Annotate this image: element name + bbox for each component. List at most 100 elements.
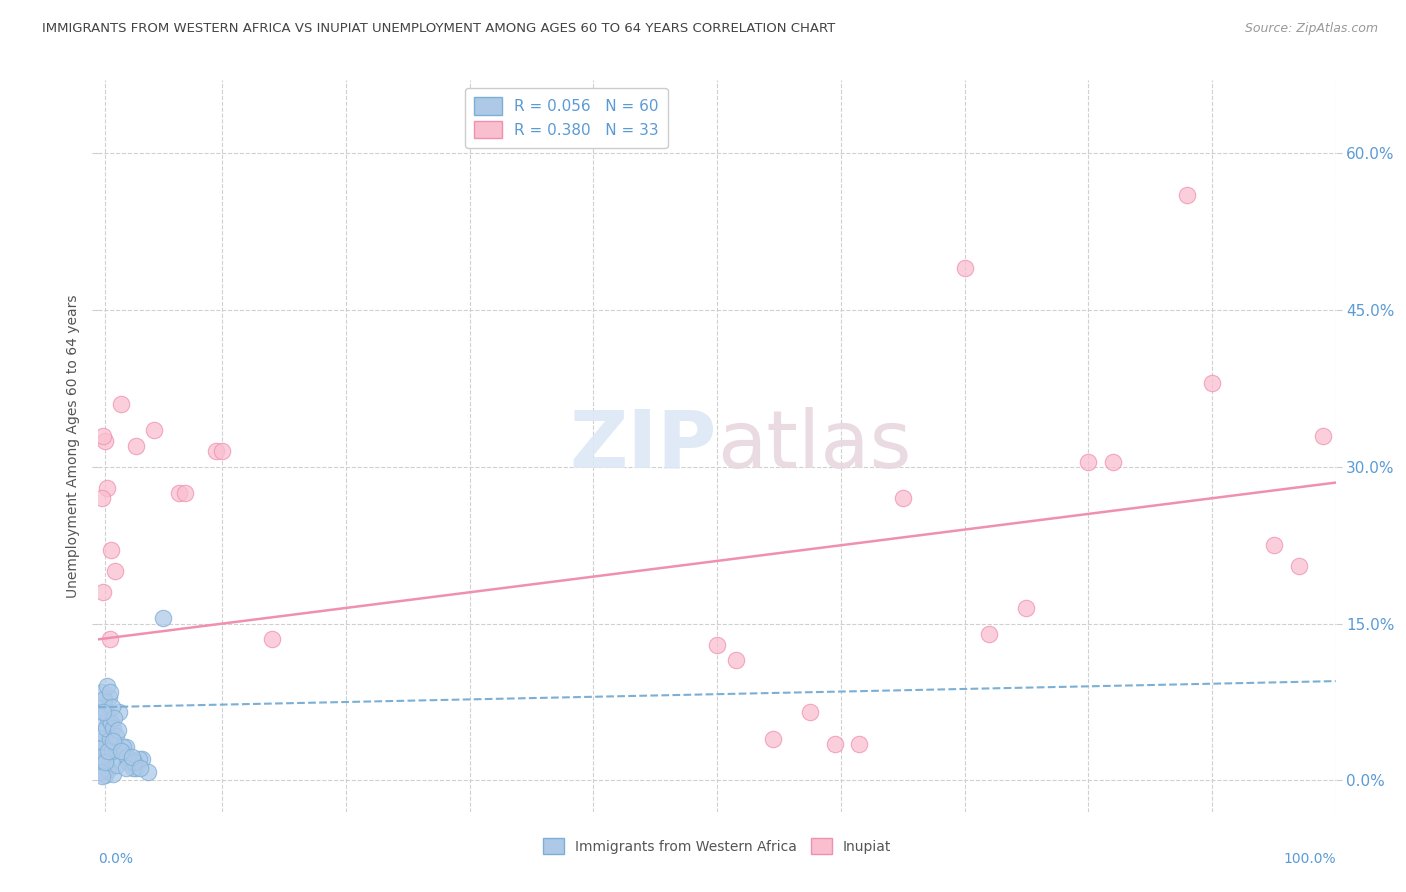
Point (105, 757, 128, 772)
Point (131, 752, 153, 766)
Point (260, 632, 283, 647)
Point (115, 750, 138, 764)
Point (128, 752, 150, 766)
Point (97, 744, 120, 758)
Point (1263, 538, 1285, 552)
Point (93, 585, 115, 599)
Point (112, 739, 135, 754)
Point (103, 767, 125, 781)
Point (706, 638, 728, 652)
Point (94, 744, 117, 758)
Point (110, 744, 132, 758)
Point (848, 737, 870, 751)
Point (96, 761, 118, 775)
Point (114, 761, 136, 775)
Text: IMMIGRANTS FROM WESTERN AFRICA VS INUPIAT UNEMPLOYMENT AMONG AGES 60 TO 64 YEARS: IMMIGRANTS FROM WESTERN AFRICA VS INUPIA… (42, 22, 835, 36)
Point (93, 695, 115, 709)
Text: 100.0%: 100.0% (1284, 852, 1336, 866)
Point (91, 763, 114, 777)
Point (97, 690, 120, 704)
Point (93, 434, 115, 448)
Point (762, 731, 785, 746)
Point (97, 763, 120, 777)
Point (1102, 455, 1125, 469)
Point (90, 684, 112, 698)
Point (90, 700, 112, 714)
Point (124, 439, 146, 453)
Point (129, 761, 152, 775)
Point (96, 481, 118, 495)
Text: 0.0%: 0.0% (98, 852, 134, 866)
Point (93, 691, 115, 706)
Point (100, 752, 122, 766)
Point (98, 731, 121, 746)
Point (1015, 601, 1038, 615)
Point (107, 723, 129, 738)
Point (89, 764, 111, 779)
Point (101, 744, 124, 758)
Point (1312, 428, 1334, 442)
Point (124, 755, 146, 769)
Point (90, 733, 112, 747)
Point (101, 700, 124, 714)
Point (93, 715, 115, 730)
Point (90, 750, 112, 764)
Text: atlas: atlas (717, 407, 911, 485)
Point (110, 397, 132, 411)
Point (824, 737, 846, 751)
Point (91, 726, 114, 740)
Point (94, 755, 117, 769)
Point (91, 706, 114, 720)
Point (121, 755, 143, 769)
Point (96, 721, 118, 735)
Text: ZIP: ZIP (569, 407, 717, 485)
Point (91, 428, 114, 442)
Point (979, 627, 1001, 641)
Point (93, 755, 115, 769)
Point (97, 711, 120, 725)
Point (205, 444, 228, 458)
Point (143, 423, 166, 437)
Legend: Immigrants from Western Africa, Inupiat: Immigrants from Western Africa, Inupiat (537, 832, 897, 860)
Point (174, 486, 197, 500)
Point (98, 632, 121, 647)
Text: Source: ZipAtlas.com: Source: ZipAtlas.com (1244, 22, 1378, 36)
Point (103, 737, 125, 751)
Point (90, 491, 112, 506)
Point (152, 611, 174, 625)
Point (93, 739, 115, 754)
Point (103, 733, 125, 747)
Y-axis label: Unemployment Among Ages 60 to 64 years: Unemployment Among Ages 60 to 64 years (66, 294, 80, 598)
Point (98, 684, 121, 698)
Point (891, 491, 914, 506)
Point (724, 653, 747, 667)
Point (93, 768, 115, 782)
Point (1077, 455, 1099, 469)
Point (953, 261, 976, 276)
Point (1288, 559, 1310, 574)
Point (114, 739, 136, 754)
Point (799, 706, 821, 720)
Point (117, 755, 139, 769)
Point (100, 543, 122, 558)
Point (211, 444, 233, 458)
Point (96, 679, 118, 693)
Point (101, 721, 124, 735)
Point (91, 757, 114, 772)
Point (100, 715, 122, 730)
Point (111, 744, 134, 758)
Point (89, 737, 111, 751)
Point (167, 486, 190, 500)
Point (103, 711, 125, 725)
Point (1175, 188, 1198, 202)
Point (108, 706, 131, 720)
Point (121, 750, 143, 764)
Point (90, 769, 112, 783)
Point (136, 764, 159, 779)
Point (94, 706, 117, 720)
Point (103, 565, 125, 579)
Point (90, 752, 112, 766)
Point (124, 761, 146, 775)
Point (104, 730, 127, 744)
Point (122, 761, 145, 775)
